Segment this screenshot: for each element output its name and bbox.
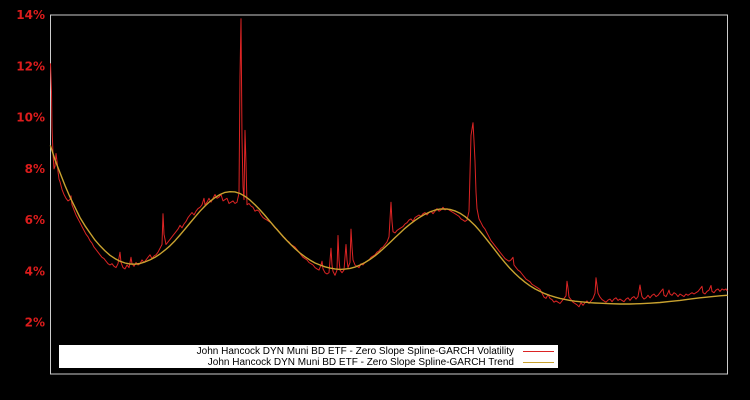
- legend-label-trend: John Hancock DYN Muni BD ETF - Zero Slop…: [207, 356, 514, 368]
- volatility-line: [50, 18, 728, 308]
- y-tick-label-12: 12%: [16, 59, 45, 73]
- trend-line: [49, 145, 728, 305]
- y-tick-label-14: 14%: [16, 8, 45, 22]
- plot-frame: [50, 14, 728, 375]
- y-tick-label-4: 4%: [25, 264, 45, 278]
- legend: John Hancock DYN Muni BD ETF - Zero Slop…: [59, 345, 558, 368]
- y-tick-label-2: 2%: [25, 316, 45, 330]
- y-tick-label-8: 8%: [25, 162, 45, 176]
- legend-swatch-trend-line: [523, 361, 554, 363]
- legend-row-volatility: John Hancock DYN Muni BD ETF - Zero Slop…: [59, 346, 558, 357]
- y-tick-label-6: 6%: [25, 213, 45, 227]
- legend-label-volatility: John Hancock DYN Muni BD ETF - Zero Slop…: [196, 345, 514, 357]
- legend-swatch-volatility-line: [523, 350, 554, 352]
- y-tick-label-10: 10%: [16, 111, 45, 125]
- legend-row-trend: John Hancock DYN Muni BD ETF - Zero Slop…: [59, 357, 558, 368]
